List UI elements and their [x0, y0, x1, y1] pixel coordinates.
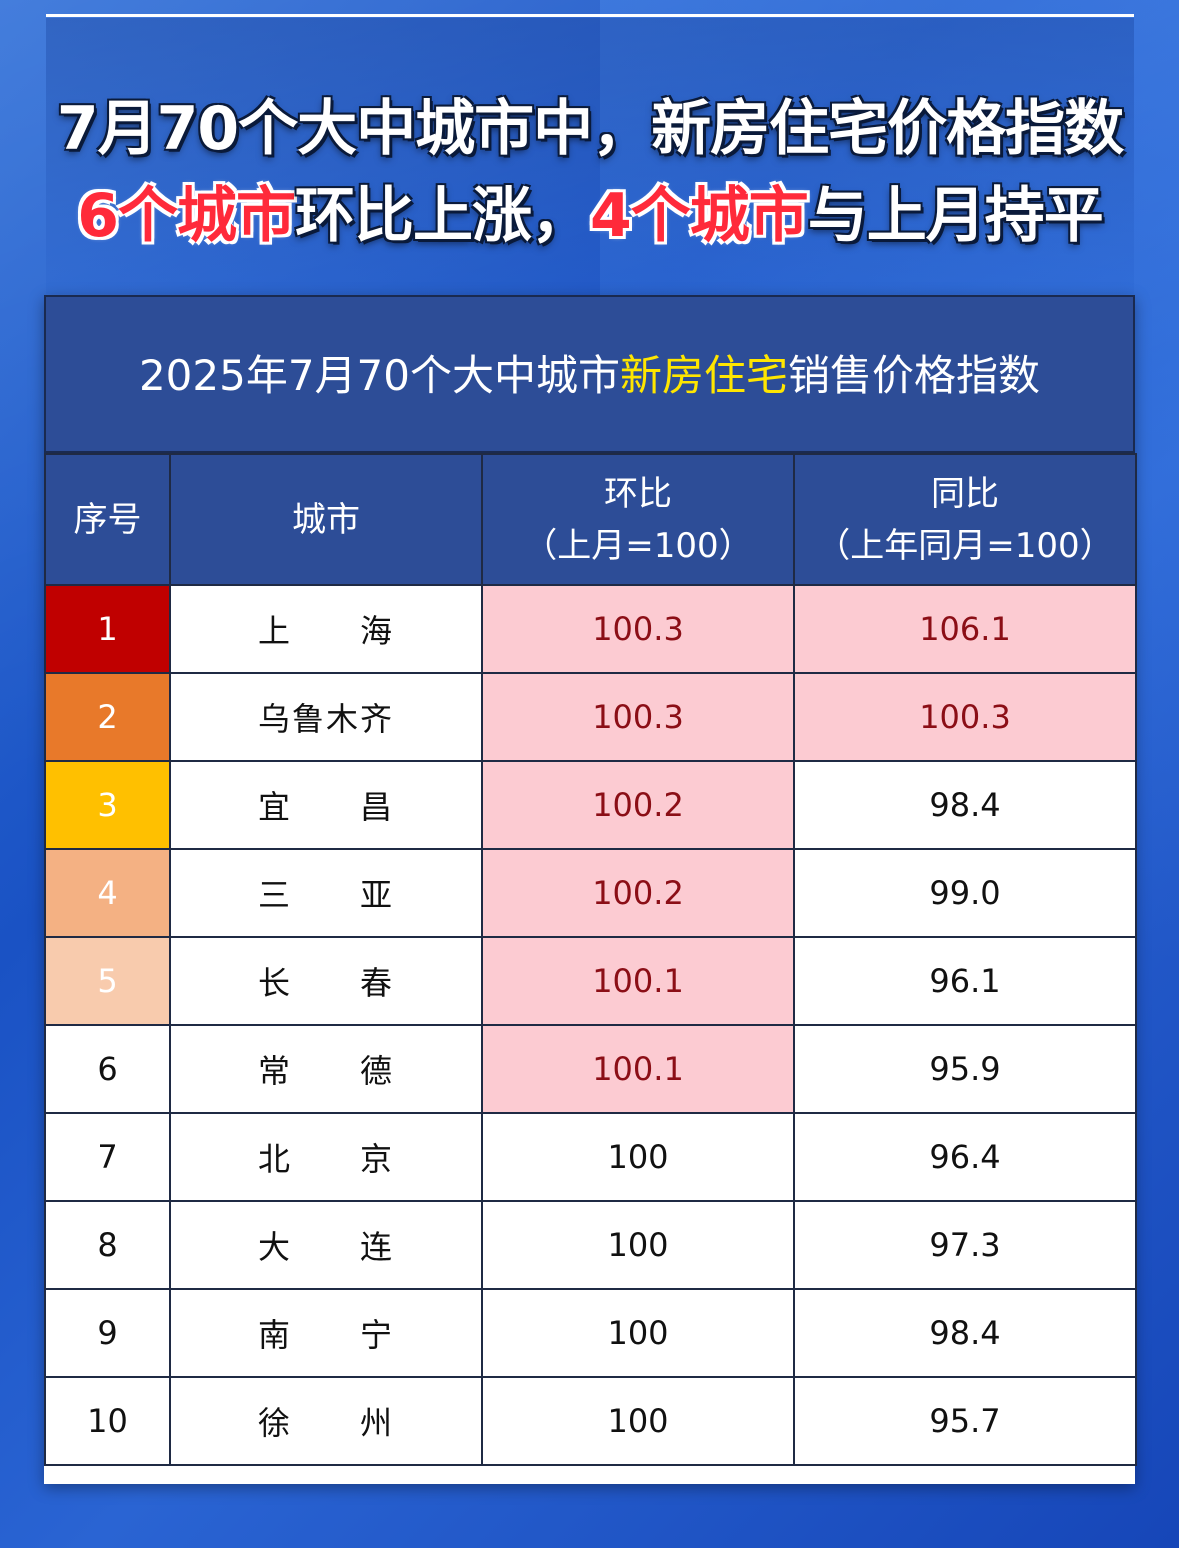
mom-index-cell: 100.2: [481, 760, 795, 850]
mom-index-cell: 100: [481, 1288, 795, 1378]
city-cell: 上 海: [169, 584, 483, 674]
price-index-table-card: 2025年7月70个大中城市新房住宅销售价格指数 序号 城市 环比 （上月=10…: [44, 295, 1137, 1484]
yoy-index-cell: 95.9: [793, 1024, 1137, 1114]
header-yoy-label: 同比: [931, 473, 999, 514]
rank-cell: 9: [44, 1288, 171, 1378]
headline-rise-text: 环比上涨，: [295, 181, 591, 251]
table-title-highlight: 新房住宅: [620, 351, 789, 400]
header-city-label: 城市: [292, 499, 360, 540]
city-cell: 宜 昌: [169, 760, 483, 850]
table-row: 2 乌鲁木齐 100.3 100.3: [44, 672, 1137, 762]
mom-index-cell: 100: [481, 1112, 795, 1202]
mom-index-cell: 100.2: [481, 848, 795, 938]
city-cell: 三 亚: [169, 848, 483, 938]
city-cell: 北 京: [169, 1112, 483, 1202]
rank-cell: 2: [44, 672, 171, 762]
mom-index-cell: 100.1: [481, 1024, 795, 1114]
yoy-index-cell: 96.1: [793, 936, 1137, 1026]
rank-cell: 10: [44, 1376, 171, 1466]
rank-cell: 8: [44, 1200, 171, 1290]
yoy-index-cell: 98.4: [793, 760, 1137, 850]
city-cell: 大 连: [169, 1200, 483, 1290]
mom-index-cell: 100.3: [481, 584, 795, 674]
header-mom-sub: （上月=100）: [523, 525, 753, 566]
rank-cell: 4: [44, 848, 171, 938]
mom-index-cell: 100: [481, 1200, 795, 1290]
rank-cell: 6: [44, 1024, 171, 1114]
rank-cell: 1: [44, 584, 171, 674]
header-mom-label: 环比: [604, 473, 672, 514]
header-city: 城市: [169, 453, 483, 586]
table-row: 10 徐 州 100 95.7: [44, 1376, 1137, 1466]
header-rank-label: 序号: [73, 499, 142, 540]
header-yoy: 同比 （上年同月=100）: [793, 453, 1137, 586]
table-title: 2025年7月70个大中城市新房住宅销售价格指数: [44, 295, 1135, 453]
headline-banner: 7月70个大中城市中，新房住宅价格指数 6个城市环比上涨，4个城市与上月持平: [46, 18, 1134, 294]
rank-cell: 5: [44, 936, 171, 1026]
yoy-index-cell: 96.4: [793, 1112, 1137, 1202]
yoy-index-cell: 97.3: [793, 1200, 1137, 1290]
mom-index-cell: 100: [481, 1376, 795, 1466]
yoy-index-cell: 95.7: [793, 1376, 1137, 1466]
rank-cell: 7: [44, 1112, 171, 1202]
mom-index-cell: 100.3: [481, 672, 795, 762]
header-yoy-sub: （上年同月=100）: [816, 525, 1114, 566]
headline-flat-count: 4个城市: [590, 181, 809, 251]
top-divider: [46, 14, 1134, 17]
rank-cell: 3: [44, 760, 171, 850]
headline-line-1: 7月70个大中城市中，新房住宅价格指数: [56, 94, 1124, 164]
table-title-prefix: 2025年7月70个大中城市: [138, 351, 621, 400]
yoy-index-cell: 100.3: [793, 672, 1137, 762]
headline-rise-count: 6个城市: [77, 181, 296, 251]
mom-index-cell: 100.1: [481, 936, 795, 1026]
table-title-suffix: 销售价格指数: [788, 351, 1041, 400]
headline-flat-text: 与上月持平: [807, 181, 1104, 251]
table-header-row: 序号 城市 环比 （上月=100） 同比 （上年同月=100）: [44, 453, 1137, 586]
headline-line-2: 6个城市环比上涨，4个城市与上月持平: [46, 180, 1134, 252]
city-cell: 长 春: [169, 936, 483, 1026]
yoy-index-cell: 98.4: [793, 1288, 1137, 1378]
city-cell: 南 宁: [169, 1288, 483, 1378]
city-cell: 乌鲁木齐: [169, 672, 483, 762]
header-mom: 环比 （上月=100）: [481, 453, 795, 586]
yoy-index-cell: 99.0: [793, 848, 1137, 938]
city-cell: 徐 州: [169, 1376, 483, 1466]
city-cell: 常 德: [169, 1024, 483, 1114]
yoy-index-cell: 106.1: [793, 584, 1137, 674]
header-rank: 序号: [44, 453, 171, 586]
